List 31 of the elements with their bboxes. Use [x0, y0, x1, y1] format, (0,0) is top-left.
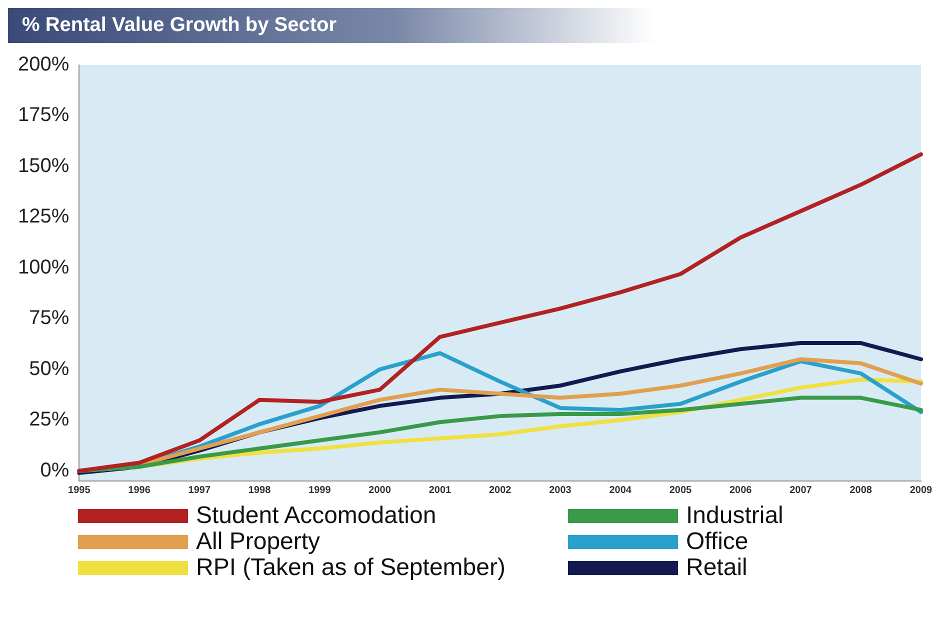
x-tick-label: 2008 [850, 484, 872, 496]
y-tick-label: 175% [18, 104, 70, 126]
x-tick-label: 2003 [549, 484, 572, 496]
x-tick-label: 2005 [669, 484, 692, 496]
y-tick-label: 200% [18, 54, 70, 76]
x-tick-label: 1995 [68, 484, 91, 496]
legend-label: Retail [686, 554, 748, 581]
chart-title: % Rental Value Growth by Sector [8, 8, 656, 43]
x-tick-label: 2007 [790, 484, 812, 496]
x-tick-label: 2000 [368, 484, 392, 496]
x-tick-label: 2009 [910, 484, 933, 496]
legend-label: RPI (Taken as of September) [196, 554, 506, 581]
x-tick-label: 1999 [308, 484, 332, 496]
x-tick-label: 2002 [488, 484, 512, 496]
x-tick-label: 1997 [188, 484, 211, 496]
x-tick-label: 1998 [248, 484, 272, 496]
y-tick-label: 150% [18, 154, 70, 177]
x-tick-label: 2006 [729, 484, 752, 496]
x-tick-label: 2004 [609, 484, 632, 496]
y-tick-label: 75% [29, 307, 70, 330]
x-tick-label: 2001 [428, 484, 452, 496]
y-tick-label: 125% [18, 206, 70, 228]
y-tick-label: 50% [29, 358, 70, 380]
legend-label: Student Accomodation [196, 502, 436, 529]
legend-label: Industrial [686, 502, 784, 529]
y-tick-label: 100% [18, 256, 70, 278]
legend-label: Office [686, 528, 748, 555]
y-tick-label: 0% [40, 459, 70, 482]
legend-label: All Property [196, 528, 320, 555]
y-tick-label: 25% [29, 408, 70, 431]
x-tick-label: 1996 [128, 484, 151, 496]
